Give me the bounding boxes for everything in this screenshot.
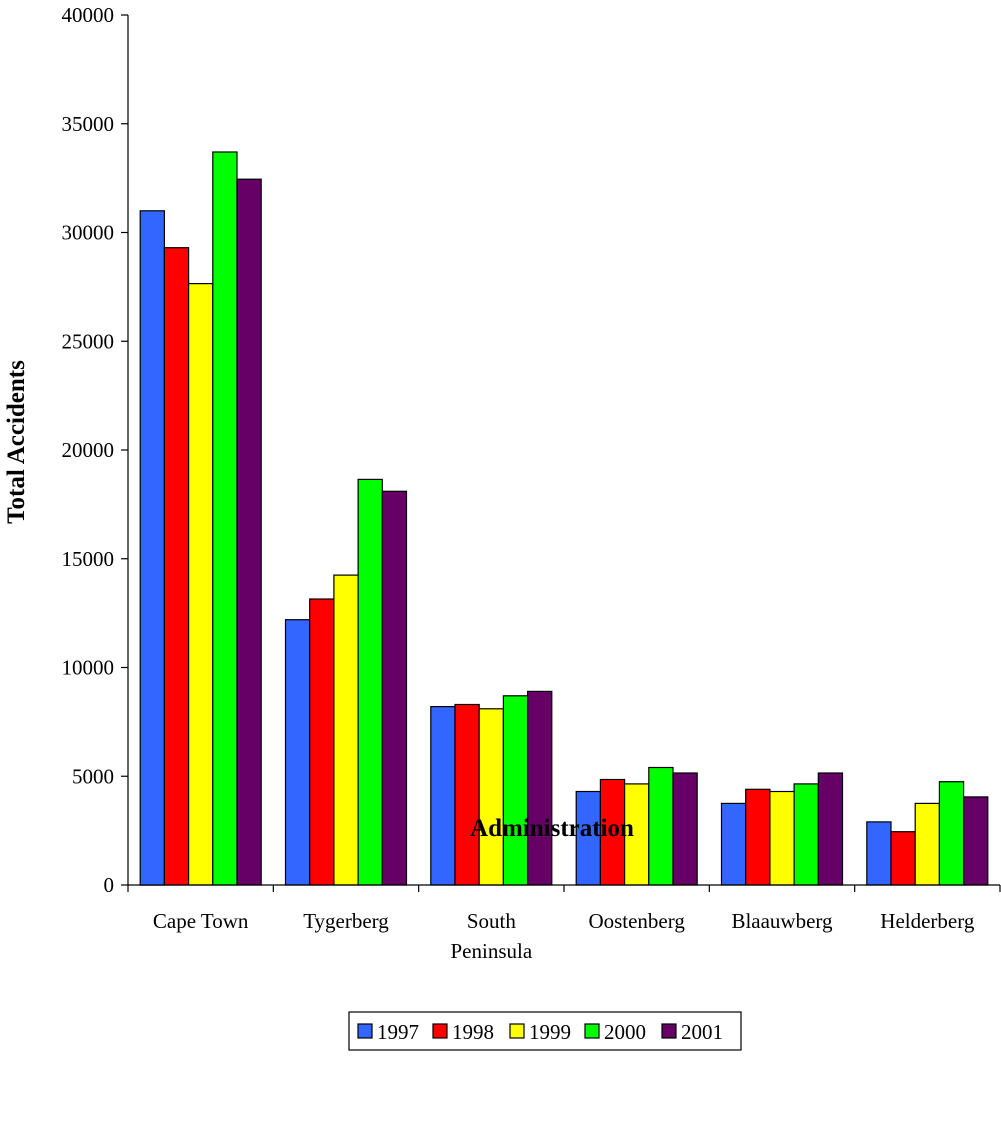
legend-label-1999: 1999 [529,1020,571,1044]
bar-1997-0 [139,210,165,886]
bar-2001-2 [526,690,553,886]
bar-1997-1 [284,619,311,886]
bar-2000-0 [212,151,238,886]
bar-1997-2 [430,705,456,886]
y-tick-label: 35000 [62,112,115,136]
x-category-label: Cape Town [153,909,249,933]
bar-2001-5 [962,796,989,886]
y-tick-label: 25000 [62,329,115,353]
bar-2000-3 [648,766,674,886]
legend-label-1997: 1997 [377,1020,419,1044]
legend-swatch-2001 [661,1023,677,1039]
y-tick-label: 5000 [72,764,114,788]
bar-2000-4 [793,783,819,886]
bar-2000-5 [938,781,965,886]
bar-2001-3 [672,772,698,886]
bar-2000-2 [502,695,529,886]
x-axis-title: Administration [470,815,634,842]
y-tick-label: 40000 [62,3,115,27]
bar-1997-5 [866,821,892,886]
y-tick-label: 15000 [62,547,115,571]
bar-1998-1 [309,598,335,886]
y-tick-label: 30000 [62,221,115,245]
bar-1997-3 [575,790,602,886]
legend: 1997 1998 1999 2000 2001 [348,1011,742,1051]
bar-2001-4 [817,772,844,886]
bar-1998-2 [454,703,480,886]
bar-1998-5 [890,831,916,886]
legend-label-2000: 2000 [604,1020,646,1044]
x-category-label: Helderberg [880,909,975,933]
x-category-label: Tygerberg [303,909,389,933]
bar-1997-4 [720,802,747,886]
x-category-label: Blaauwberg [731,909,833,933]
legend-swatch-1998 [432,1023,448,1039]
bar-1998-3 [599,778,626,886]
bar-2000-1 [357,478,383,886]
bar-1999-2 [478,708,505,886]
legend-swatch-1997 [357,1023,373,1039]
x-category-label: Oostenberg [588,909,685,933]
bar-1999-5 [914,802,941,886]
bar-2001-0 [236,178,262,886]
y-tick-label: 20000 [62,438,115,462]
bar-2001-1 [381,490,408,886]
bars-group [139,151,989,886]
legend-label-1998: 1998 [452,1020,494,1044]
axes-group: 0 5000 10000 15000 20000 25000 30000 35000 40000… [62,3,1001,963]
y-axis-title: Total Accidents [3,360,30,524]
legend-label-2001: 2001 [681,1020,723,1044]
bar-1999-0 [188,283,214,886]
bar-1998-0 [163,247,190,886]
bar-1999-4 [769,790,795,886]
legend-swatch-2000 [584,1023,600,1039]
y-tick-label: 0 [104,873,115,897]
legend-swatch-1999 [509,1023,525,1039]
bar-1999-1 [333,574,359,886]
x-category-label: South Peninsula [450,909,532,963]
bar-1998-4 [745,788,771,886]
y-tick-label: 10000 [62,656,115,680]
